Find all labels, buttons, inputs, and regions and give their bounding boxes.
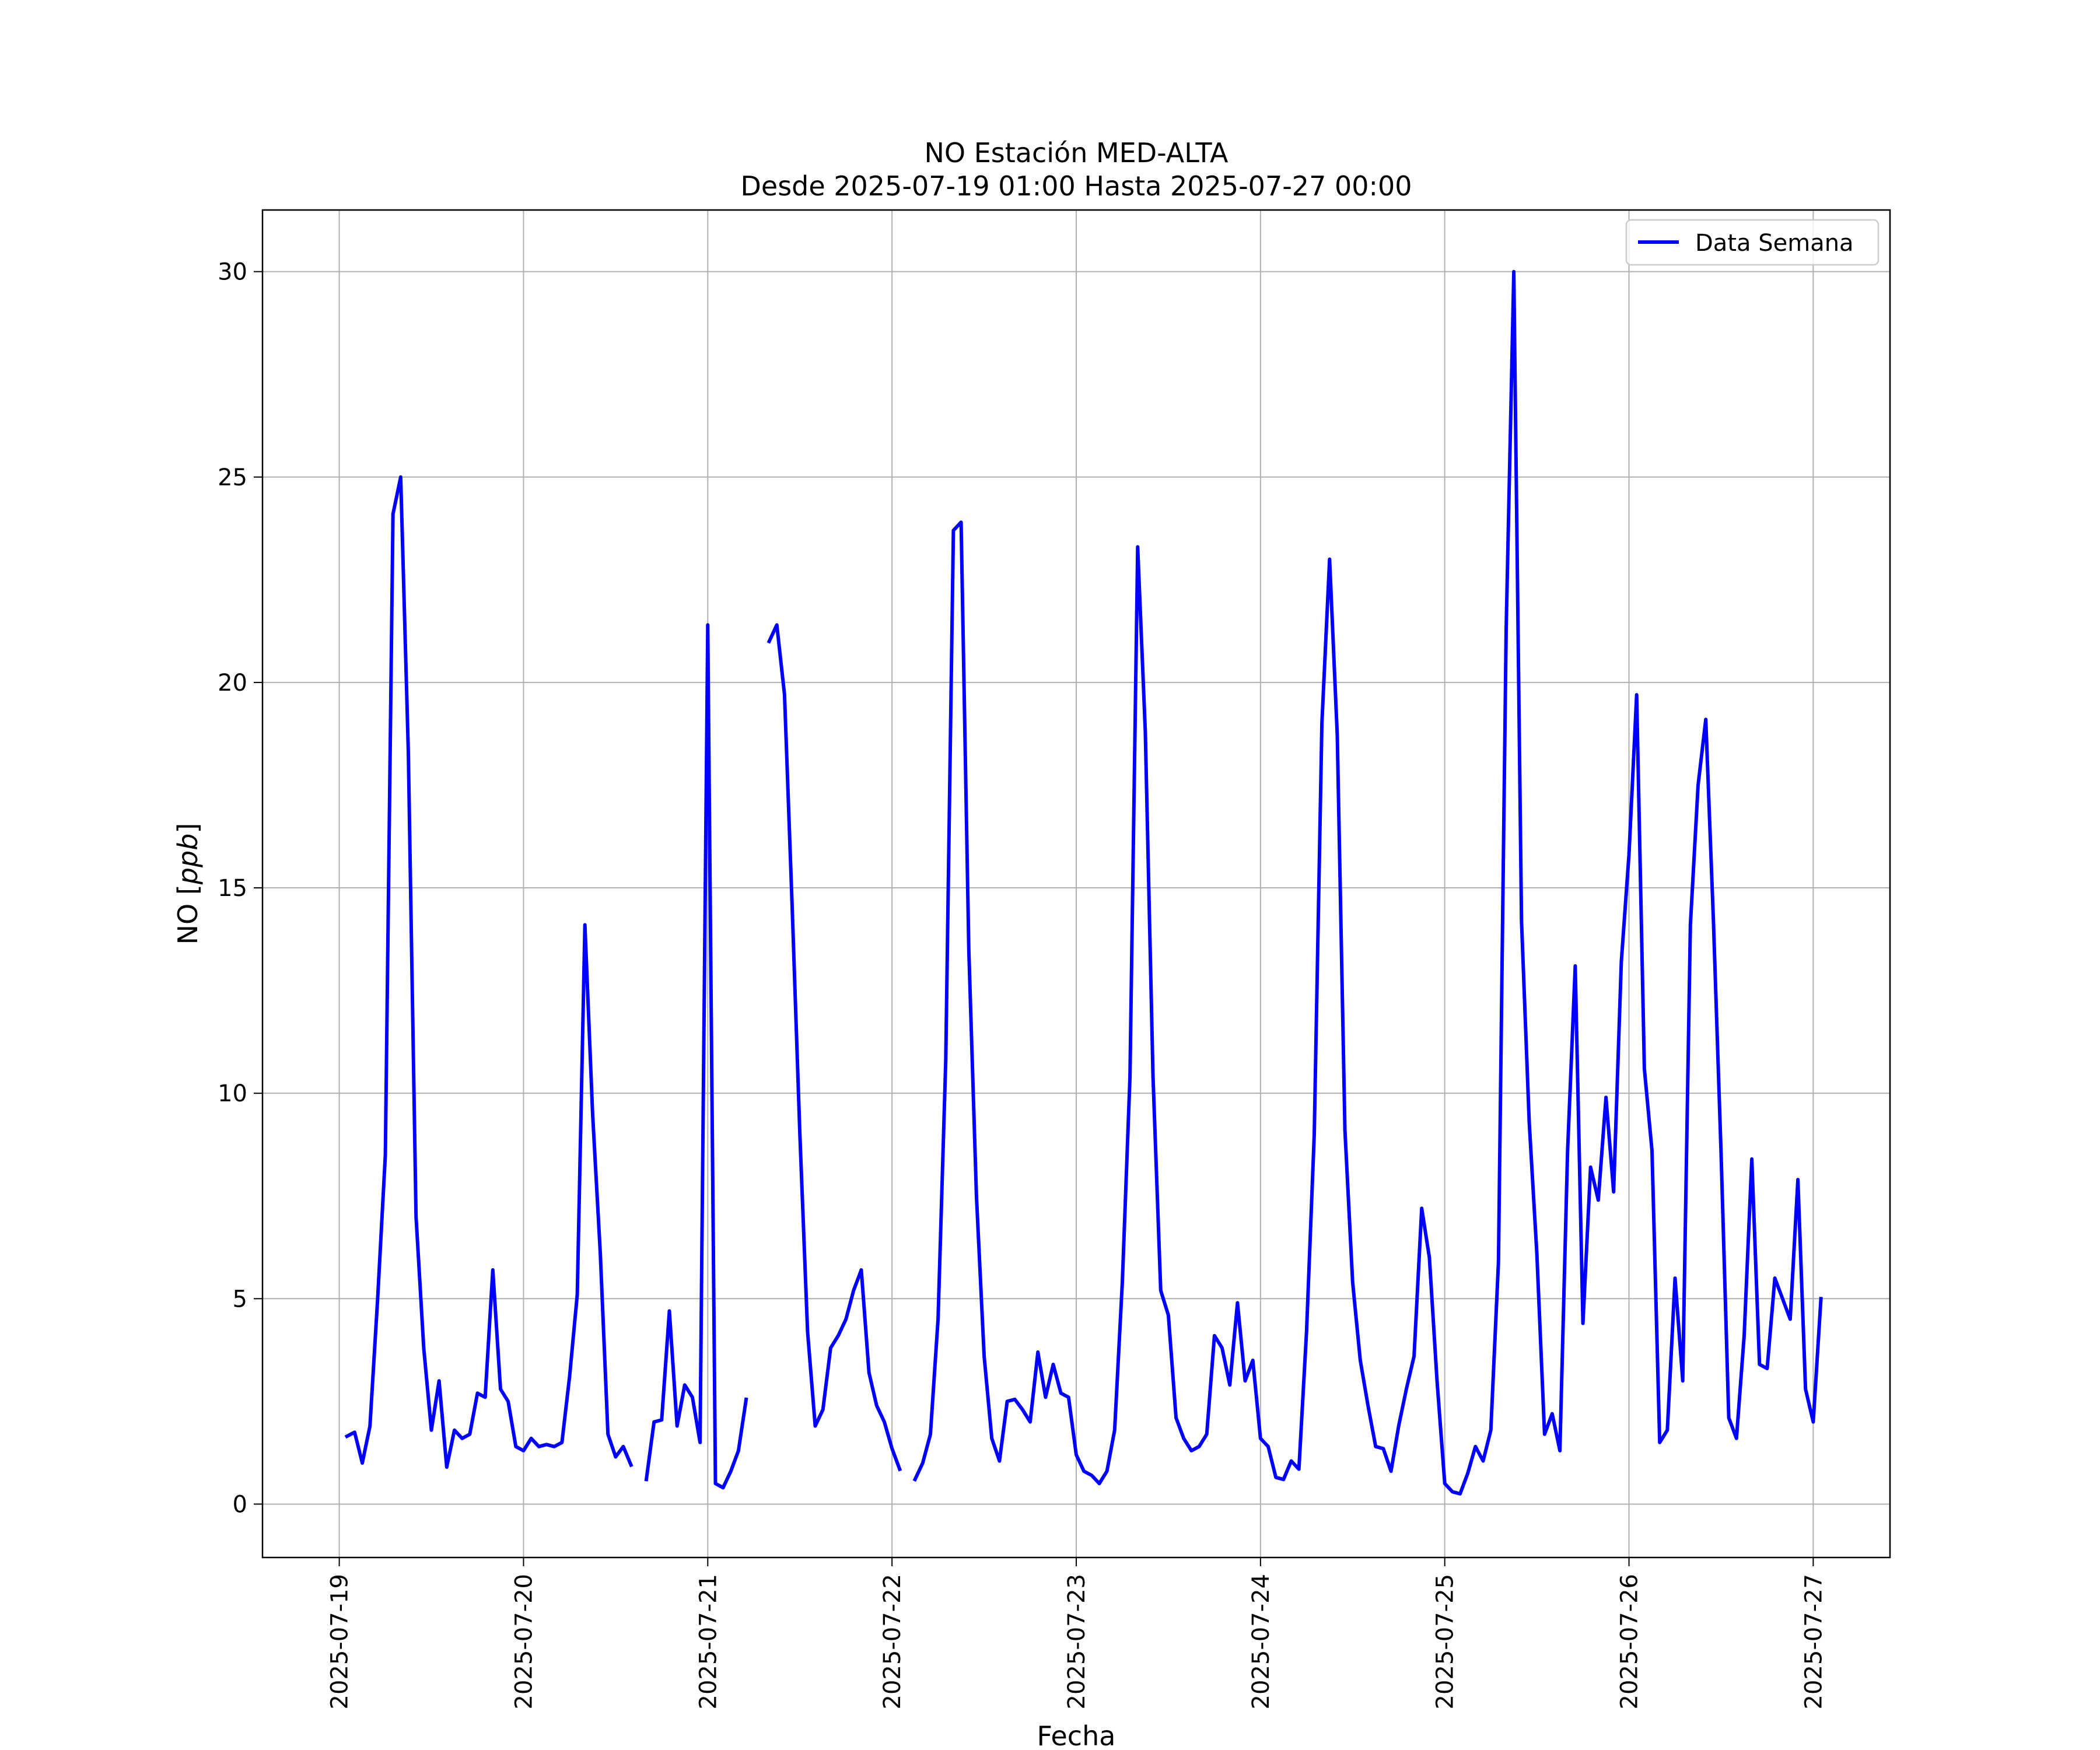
x-tick-label: 2025-07-19	[327, 1574, 354, 1709]
y-tick-label: 5	[233, 1286, 247, 1312]
x-tick-label: 2025-07-22	[879, 1574, 906, 1709]
x-tick-label: 2025-07-25	[1432, 1574, 1459, 1709]
x-tick-label: 2025-07-24	[1248, 1574, 1275, 1709]
legend-box	[1625, 219, 1880, 266]
x-tick-label: 2025-07-26	[1616, 1574, 1643, 1709]
series-line	[344, 270, 1823, 1496]
x-tick-label: 2025-07-27	[1800, 1574, 1827, 1709]
x-tick-label: 2025-07-20	[510, 1574, 537, 1709]
y-axis-label-suffix: ]	[172, 823, 204, 834]
y-tick-label: 25	[218, 464, 247, 491]
legend: Data Semana	[1625, 219, 1880, 266]
y-axis-label-prefix: NO [	[172, 884, 204, 944]
x-tick-label: 2025-07-23	[1063, 1574, 1090, 1709]
chart-title: NO Estación MED-ALTA	[924, 137, 1228, 169]
y-tick-label: 0	[233, 1491, 247, 1518]
legend-label: Data Semana	[1695, 230, 1854, 257]
x-tick-label: 2025-07-21	[695, 1574, 722, 1709]
y-axis-label: NO [ppb]	[172, 823, 204, 945]
y-axis-label-unit: ppb	[172, 834, 204, 886]
y-tick-label: 20	[218, 670, 247, 696]
y-tick-label: 30	[218, 259, 247, 286]
series-layer	[344, 270, 1823, 1496]
y-tick-label: 10	[218, 1080, 247, 1107]
chart-subtitle: Desde 2025-07-19 01:00 Hasta 2025-07-27 …	[740, 170, 1412, 202]
y-axis: 0 5 10 15 20 25 30	[218, 259, 262, 1518]
x-axis: 2025-07-19 2025-07-20 2025-07-21 2025-07-22…	[327, 1558, 1827, 1709]
y-tick-label: 15	[218, 875, 247, 902]
x-axis-label: Fecha	[1037, 1720, 1116, 1750]
grid-lines	[262, 210, 1890, 1558]
